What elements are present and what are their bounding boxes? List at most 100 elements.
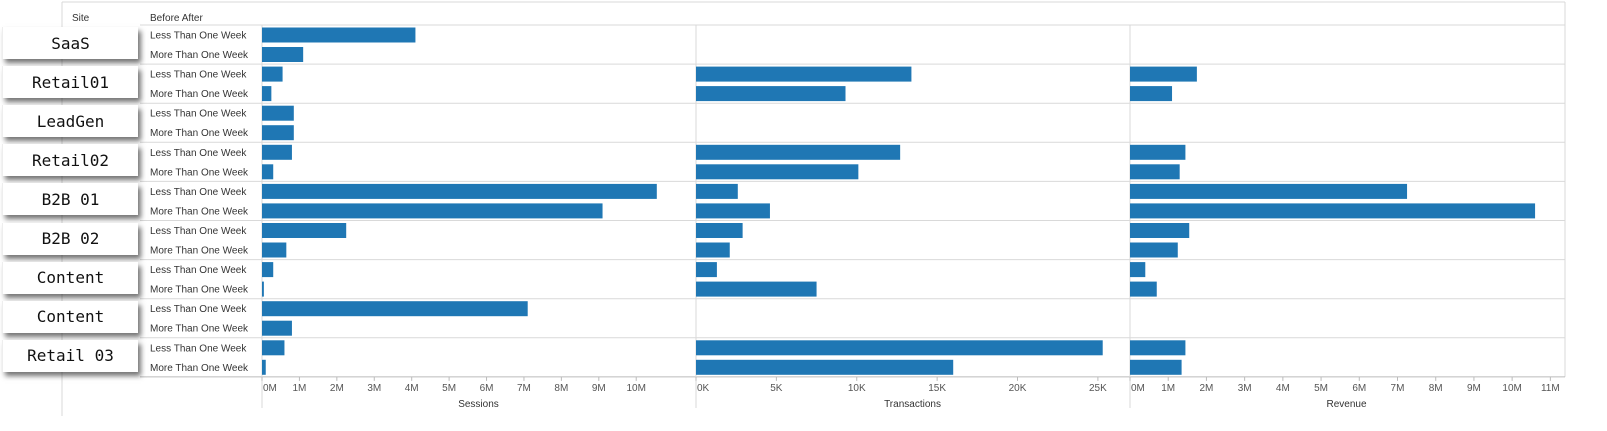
tick-label: 5M	[1314, 383, 1328, 394]
site-label: Retail 03	[2, 339, 138, 372]
bar-revenue	[1130, 164, 1180, 180]
bar-sessions	[262, 144, 292, 160]
tick-label: 0M	[263, 383, 277, 394]
bar-sessions	[262, 27, 416, 43]
tick-label: 7M	[1391, 383, 1405, 394]
tick-label: 20K	[1009, 383, 1027, 394]
tick-label: 8M	[1429, 383, 1443, 394]
tick-label: 10M	[1502, 383, 1521, 394]
bar-sessions	[262, 105, 294, 121]
bar-transactions	[696, 183, 738, 199]
bar-sessions	[262, 262, 274, 278]
bar-revenue	[1130, 340, 1186, 356]
axis-title-revenue: Revenue	[1326, 399, 1366, 410]
row-label: More Than One Week	[150, 89, 249, 100]
header-before-after-label: Before After	[150, 13, 203, 24]
bar-sessions	[262, 301, 528, 317]
bar-sessions	[262, 183, 657, 199]
tick-label: 2M	[330, 383, 344, 394]
row-label: Less Than One Week	[150, 187, 247, 198]
site-label: SaaS	[2, 27, 138, 59]
row-label: Less Than One Week	[150, 31, 247, 42]
tick-label: 3M	[1238, 383, 1252, 394]
row-label: More Than One Week	[150, 363, 249, 374]
bar-revenue	[1130, 203, 1536, 219]
bar-sessions	[262, 340, 285, 356]
tick-label: 25K	[1089, 383, 1107, 394]
tick-label: 2M	[1199, 383, 1213, 394]
row-label: More Than One Week	[150, 206, 249, 217]
bar-sessions	[262, 125, 294, 141]
bar-revenue	[1130, 183, 1408, 199]
bar-transactions	[696, 359, 954, 375]
bar-sessions	[262, 359, 266, 375]
bar-transactions	[696, 86, 846, 102]
bar-revenue	[1130, 281, 1157, 297]
tick-label: 9M	[1467, 383, 1481, 394]
row-label: Less Than One Week	[150, 226, 247, 237]
row-label: More Than One Week	[150, 246, 249, 257]
bar-transactions	[696, 281, 817, 297]
tick-label: 11M	[1541, 383, 1560, 394]
site-label: Content	[2, 300, 138, 333]
bar-revenue	[1130, 144, 1186, 160]
row-label: More Than One Week	[150, 285, 249, 296]
tick-label: 4M	[1276, 383, 1290, 394]
bar-transactions	[696, 203, 770, 219]
row-label: More Than One Week	[150, 128, 249, 139]
tick-label: 8M	[554, 383, 568, 394]
bar-revenue	[1130, 223, 1190, 238]
tick-label: 4M	[405, 383, 419, 394]
bar-transactions	[696, 144, 901, 160]
row-label: More Than One Week	[150, 167, 249, 178]
bar-revenue	[1130, 359, 1182, 375]
tick-label: 6M	[480, 383, 494, 394]
row-label: Less Than One Week	[150, 148, 247, 159]
tick-label: 10K	[848, 383, 866, 394]
tick-label: 6M	[1352, 383, 1366, 394]
tick-label: 5M	[442, 383, 456, 394]
bar-sessions	[262, 281, 264, 297]
bar-sessions	[262, 86, 272, 102]
bar-transactions	[696, 66, 912, 82]
row-label: More Than One Week	[150, 324, 249, 335]
tick-label: 0M	[1131, 383, 1145, 394]
row-label: Less Than One Week	[150, 304, 247, 315]
row-label: More Than One Week	[150, 50, 249, 61]
tick-label: 15K	[928, 383, 946, 394]
bar-transactions	[696, 242, 730, 258]
bar-sessions	[262, 47, 304, 62]
bar-sessions	[262, 203, 603, 219]
axis-title-transactions: Transactions	[884, 399, 941, 410]
site-label: LeadGen	[2, 105, 138, 138]
tick-label: 5K	[770, 383, 783, 394]
bar-revenue	[1130, 66, 1197, 82]
tick-label: 10M	[626, 383, 645, 394]
tick-label: 1M	[292, 383, 306, 394]
site-label: Retail02	[2, 144, 138, 177]
bar-sessions	[262, 223, 347, 238]
site-label: Content	[2, 261, 138, 294]
site-label: B2B 02	[2, 222, 138, 255]
bar-sessions	[262, 320, 292, 336]
bar-transactions	[696, 262, 717, 278]
site-label: Retail01	[2, 66, 138, 99]
row-label: Less Than One Week	[150, 109, 247, 120]
bar-transactions	[696, 340, 1103, 356]
bar-sessions	[262, 66, 283, 82]
bar-revenue	[1130, 242, 1178, 258]
row-label: Less Than One Week	[150, 70, 247, 81]
bar-transactions	[696, 223, 743, 238]
axis-title-sessions: Sessions	[458, 399, 499, 410]
bar-transactions	[696, 164, 859, 180]
site-label: B2B 01	[2, 183, 138, 216]
tick-label: 1M	[1161, 383, 1175, 394]
tick-label: 0K	[697, 383, 710, 394]
bar-revenue	[1130, 86, 1173, 102]
row-label: Less Than One Week	[150, 265, 247, 276]
tick-label: 7M	[517, 383, 531, 394]
bar-sessions	[262, 242, 287, 258]
row-label: Less Than One Week	[150, 343, 247, 354]
